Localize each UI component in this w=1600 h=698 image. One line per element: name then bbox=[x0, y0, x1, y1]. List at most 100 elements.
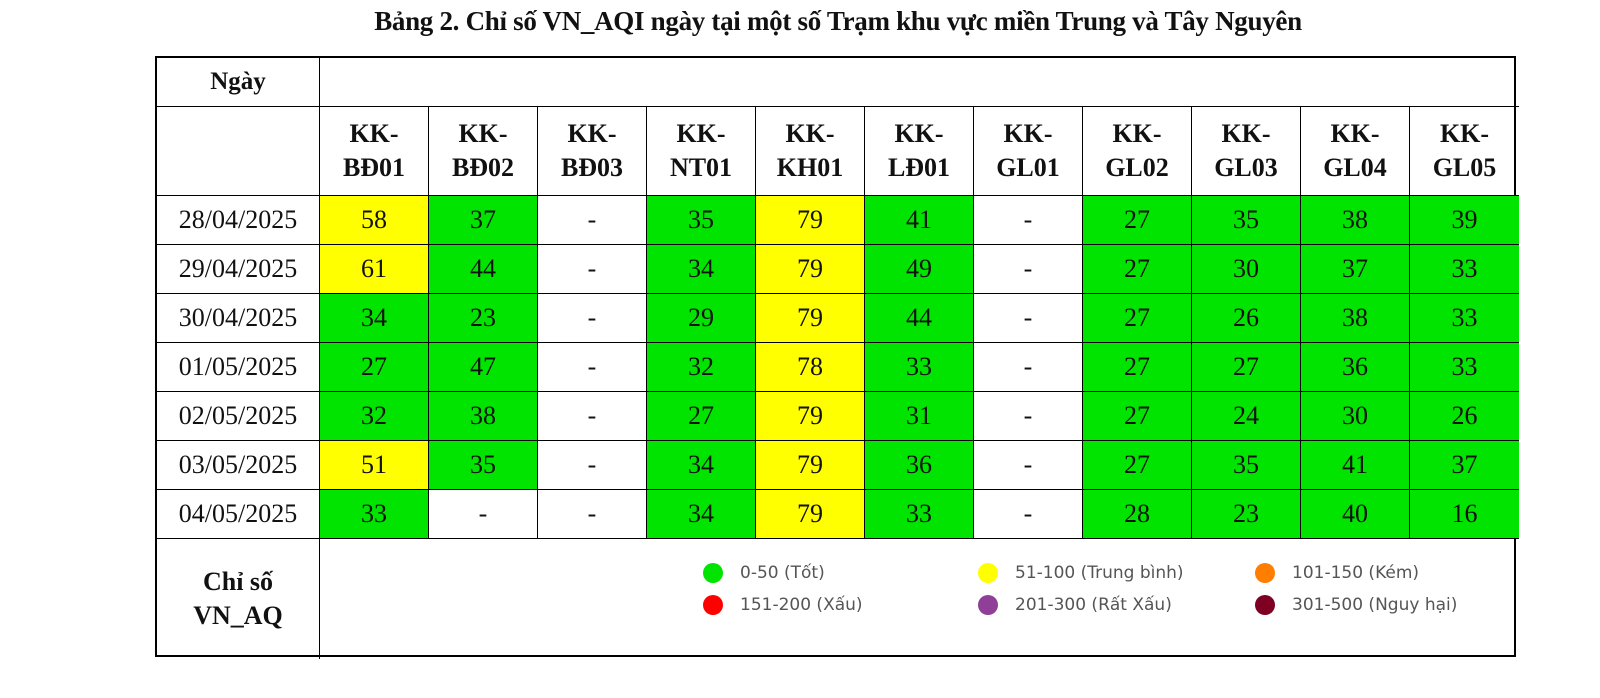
aqi-value-cell: 40 bbox=[1301, 490, 1410, 539]
aqi-value-cell: - bbox=[538, 343, 647, 392]
aqi-value-cell: 38 bbox=[1301, 196, 1410, 245]
row-date: 02/05/2025 bbox=[157, 392, 320, 441]
aqi-value-cell: - bbox=[974, 245, 1083, 294]
row-date: 28/04/2025 bbox=[157, 196, 320, 245]
aqi-value-cell: 35 bbox=[1192, 196, 1301, 245]
station-label: KK- GL03 bbox=[1214, 117, 1278, 185]
station-label-prefix: KK- bbox=[567, 119, 617, 148]
aqi-value-cell: 27 bbox=[1083, 392, 1192, 441]
aqi-value-cell: 49 bbox=[865, 245, 974, 294]
row-date: 04/05/2025 bbox=[157, 490, 320, 539]
aqi-value-cell: 28 bbox=[1083, 490, 1192, 539]
legend-item: 301-500 (Nguy hại) bbox=[1255, 595, 1457, 615]
aqi-value-cell: 51 bbox=[320, 441, 429, 490]
station-label-code: BĐ03 bbox=[560, 153, 624, 182]
legend-swatch bbox=[703, 563, 723, 583]
station-label: KK- KH01 bbox=[777, 117, 843, 185]
aqi-value-cell: 36 bbox=[1301, 343, 1410, 392]
aqi-value-cell: 26 bbox=[1192, 294, 1301, 343]
station-label-code: BĐ02 bbox=[451, 153, 515, 182]
aqi-value-cell: - bbox=[974, 441, 1083, 490]
aqi-value-cell: 32 bbox=[320, 392, 429, 441]
station-label: KK- BĐ02 bbox=[452, 117, 514, 185]
aqi-value-cell: 44 bbox=[865, 294, 974, 343]
aqi-value-cell: 23 bbox=[429, 294, 538, 343]
aqi-value-cell: - bbox=[538, 441, 647, 490]
aqi-value-cell: 35 bbox=[1192, 441, 1301, 490]
aqi-value-cell: - bbox=[429, 490, 538, 539]
station-header-cell: KK- BĐ03 bbox=[538, 107, 647, 196]
station-label: KK- NT01 bbox=[670, 117, 732, 185]
aqi-value-cell: 33 bbox=[1410, 343, 1519, 392]
aqi-value-cell: 33 bbox=[865, 343, 974, 392]
aqi-value-cell: 37 bbox=[429, 196, 538, 245]
aqi-value-cell: 58 bbox=[320, 196, 429, 245]
legend-label: 201-300 (Rất Xấu) bbox=[1015, 595, 1172, 615]
aqi-value-cell: 79 bbox=[756, 490, 865, 539]
legend-item: 51-100 (Trung bình) bbox=[978, 563, 1184, 583]
aqi-value-cell: 79 bbox=[756, 441, 865, 490]
aqi-value-cell: 27 bbox=[320, 343, 429, 392]
station-label: KK- GL05 bbox=[1433, 117, 1497, 185]
aqi-value-cell: 78 bbox=[756, 343, 865, 392]
aqi-value-cell: - bbox=[974, 392, 1083, 441]
aqi-value-cell: 61 bbox=[320, 245, 429, 294]
aqi-value-cell: - bbox=[974, 490, 1083, 539]
legend-label: 0-50 (Tốt) bbox=[740, 563, 825, 583]
aqi-legend: 0-50 (Tốt) 51-100 (Trung bình) 101-150 (Ké… bbox=[320, 539, 1519, 659]
aqi-value-cell: 30 bbox=[1192, 245, 1301, 294]
station-label-code: BĐ01 bbox=[342, 153, 406, 182]
aqi-index-label-line1: Chỉ số bbox=[202, 567, 274, 596]
aqi-value-cell: 34 bbox=[647, 245, 756, 294]
legend-label: 101-150 (Kém) bbox=[1292, 563, 1420, 583]
aqi-value-cell: 41 bbox=[865, 196, 974, 245]
station-label-prefix: KK- bbox=[894, 119, 944, 148]
aqi-value-cell: - bbox=[538, 392, 647, 441]
legend-label: 51-100 (Trung bình) bbox=[1015, 563, 1184, 583]
aqi-value-cell: 27 bbox=[1083, 441, 1192, 490]
aqi-value-cell: 27 bbox=[1083, 294, 1192, 343]
aqi-value-cell: 38 bbox=[1301, 294, 1410, 343]
table-title: Bảng 2. Chỉ số VN_AQI ngày tại một số Tr… bbox=[374, 6, 1302, 36]
aqi-value-cell: 27 bbox=[1083, 245, 1192, 294]
aqi-value-cell: 27 bbox=[1192, 343, 1301, 392]
station-label: KK- LĐ01 bbox=[888, 117, 950, 185]
aqi-index-label: Chỉ số VN_AQ bbox=[157, 539, 320, 659]
aqi-value-cell: - bbox=[974, 196, 1083, 245]
aqi-value-cell: - bbox=[538, 245, 647, 294]
aqi-value-cell: 34 bbox=[647, 441, 756, 490]
row-date: 01/05/2025 bbox=[157, 343, 320, 392]
legend-swatch bbox=[1255, 563, 1275, 583]
aqi-index-label-line2: VN_AQ bbox=[193, 601, 283, 630]
station-label-code: GL01 bbox=[996, 153, 1060, 182]
aqi-table: Ngày KK- BĐ01 KK- BĐ02 KK- BĐ03 KK- NT01 KK- KH01… bbox=[155, 56, 1519, 659]
legend-label: 301-500 (Nguy hại) bbox=[1292, 595, 1458, 615]
aqi-value-cell: 33 bbox=[1410, 294, 1519, 343]
header-blank-cell bbox=[320, 58, 1519, 107]
station-label-code: KH01 bbox=[776, 153, 844, 182]
aqi-value-cell: 47 bbox=[429, 343, 538, 392]
station-label: KK- BĐ01 bbox=[343, 117, 405, 185]
aqi-value-cell: 36 bbox=[865, 441, 974, 490]
aqi-value-cell: 79 bbox=[756, 294, 865, 343]
legend-swatch bbox=[703, 595, 723, 615]
aqi-value-cell: 31 bbox=[865, 392, 974, 441]
station-label: KK- GL02 bbox=[1105, 117, 1169, 185]
aqi-value-cell: 79 bbox=[756, 245, 865, 294]
aqi-value-cell: 33 bbox=[865, 490, 974, 539]
station-header-cell: KK- BĐ02 bbox=[429, 107, 538, 196]
aqi-value-cell: 34 bbox=[647, 490, 756, 539]
legend-item: 0-50 (Tốt) bbox=[703, 563, 825, 583]
station-header-cell: KK- GL03 bbox=[1192, 107, 1301, 196]
station-label-prefix: KK- bbox=[1112, 119, 1162, 148]
station-label-prefix: KK- bbox=[1003, 119, 1053, 148]
station-header-blank bbox=[157, 107, 320, 196]
row-date: 30/04/2025 bbox=[157, 294, 320, 343]
aqi-value-cell: 33 bbox=[320, 490, 429, 539]
aqi-value-cell: 44 bbox=[429, 245, 538, 294]
station-label-prefix: KK- bbox=[1330, 119, 1380, 148]
station-header-cell: KK- GL02 bbox=[1083, 107, 1192, 196]
station-header-cell: KK- NT01 bbox=[647, 107, 756, 196]
aqi-value-cell: 29 bbox=[647, 294, 756, 343]
aqi-value-cell: 34 bbox=[320, 294, 429, 343]
